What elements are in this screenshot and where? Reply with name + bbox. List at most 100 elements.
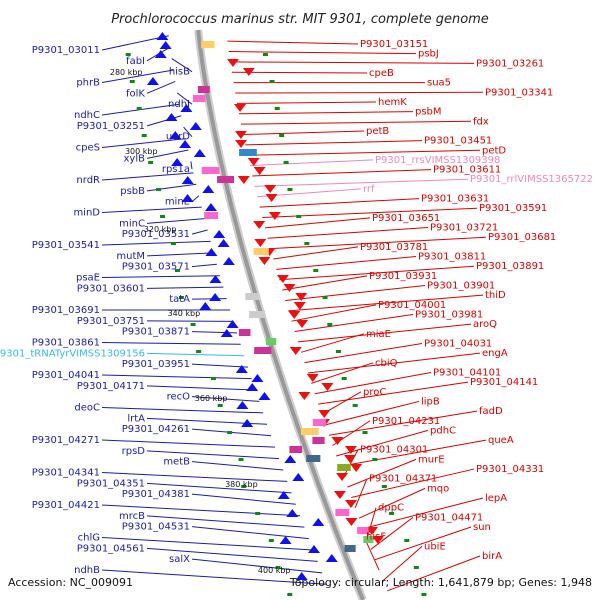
gene-label-left[interactable]: minC xyxy=(119,218,145,229)
gene-label-right[interactable]: miaE xyxy=(366,329,391,340)
gene-label-right[interactable]: petD xyxy=(482,145,506,156)
gene-label-left[interactable]: mrcB xyxy=(119,511,145,522)
gene-label-right[interactable]: lipB xyxy=(421,396,440,407)
gene-label-right[interactable]: P9301_03651 xyxy=(372,213,440,224)
gene-label-right[interactable]: cpeB xyxy=(369,68,394,79)
gene-label-right[interactable]: P9301_03721 xyxy=(430,223,498,234)
gene-label-left[interactable]: xylB xyxy=(124,153,146,164)
gene-label-left[interactable]: ndhJ xyxy=(168,99,190,110)
gene-label-right[interactable]: sua5 xyxy=(427,78,451,89)
gene-label-left[interactable]: P9301_03571 xyxy=(122,262,190,273)
gene-label-left[interactable]: P9301_tRNATyrVIMSS1309156 xyxy=(0,348,145,359)
gene-label-left[interactable]: fabI xyxy=(126,56,145,67)
gene-label-right[interactable]: P9301_04031 xyxy=(424,338,492,349)
gene-label-left[interactable]: P9301_03531 xyxy=(122,229,190,240)
gene-label-left[interactable]: psbB xyxy=(120,186,145,197)
gene-label-left[interactable]: metB xyxy=(163,457,190,468)
gene-label-right[interactable]: P9301_03631 xyxy=(421,194,489,205)
gene-label-left[interactable]: chlG xyxy=(78,533,100,544)
gene-label-right[interactable]: P9301_04101 xyxy=(433,367,501,378)
gene-label-right[interactable]: lepA xyxy=(485,493,507,504)
gene-label-right[interactable]: fdx xyxy=(473,116,489,127)
gene-label-right[interactable]: psbM xyxy=(415,107,442,118)
gene-label-left[interactable]: P9301_03011 xyxy=(32,45,100,56)
gene-label-left[interactable]: nrdR xyxy=(76,175,100,186)
gene-label-left[interactable]: P9301_03601 xyxy=(77,283,145,294)
gene-label-left[interactable]: recO xyxy=(167,392,191,403)
gene-label-left[interactable]: deoC xyxy=(74,403,100,414)
gene-label-right[interactable]: P9301_03611 xyxy=(433,165,501,176)
gene-label-left[interactable]: hisB xyxy=(169,67,190,78)
gene-label-left[interactable]: P9301_04261 xyxy=(122,424,190,435)
gene-label-right[interactable]: mqo xyxy=(427,483,449,494)
gene-label-right[interactable]: P9301_03151 xyxy=(360,39,428,50)
gene-label-right[interactable]: rrf xyxy=(363,184,375,195)
gene-label-right[interactable]: P9301_03591 xyxy=(479,203,547,214)
gene-label-right[interactable]: P9301_04001 xyxy=(378,300,446,311)
gene-label-left[interactable]: P9301_04351 xyxy=(77,478,145,489)
gene-label-right[interactable]: P9301_04301 xyxy=(360,445,428,456)
gene-label-right[interactable]: P9301_03681 xyxy=(488,232,556,243)
gene-label-right[interactable]: P9301_04141 xyxy=(470,377,538,388)
gene-label-right[interactable]: dppC xyxy=(378,503,404,514)
gene-label-left[interactable]: minE xyxy=(165,197,190,208)
gene-label-left[interactable]: salX xyxy=(169,554,190,565)
gene-label-left[interactable]: P9301_03541 xyxy=(32,240,100,251)
gene-label-right[interactable]: aroQ xyxy=(473,319,497,330)
gene-label-right[interactable]: P9301_04331 xyxy=(476,464,544,475)
gene-label-right[interactable]: P9301_04231 xyxy=(372,416,440,427)
gene-label-right[interactable]: hisF xyxy=(366,532,386,543)
gene-label-left[interactable]: tatA xyxy=(169,294,190,305)
gene-label-right[interactable]: P9301_03811 xyxy=(418,252,486,263)
gene-label-left[interactable]: lrtA xyxy=(127,413,145,424)
gene-label-right[interactable]: psbJ xyxy=(418,49,439,60)
gene-label-left[interactable]: P9301_04561 xyxy=(77,543,145,554)
gene-label-left[interactable]: folK xyxy=(126,88,145,99)
gene-label-right[interactable]: P9301_03261 xyxy=(476,58,544,69)
gene-label-left[interactable]: P9301_04271 xyxy=(32,435,100,446)
gene-label-left[interactable]: P9301_03871 xyxy=(122,327,190,338)
gene-label-right[interactable]: engA xyxy=(482,348,508,359)
gene-label-left[interactable]: minD xyxy=(73,208,100,219)
gene-label-left[interactable]: ndhB xyxy=(74,565,100,576)
gene-label-right[interactable]: birA xyxy=(482,551,502,562)
gene-label-right[interactable]: P9301_04471 xyxy=(415,512,483,523)
gene-label-left[interactable]: P9301_03691 xyxy=(32,305,100,316)
gene-label-right[interactable]: P9301_rrsVIMSS1309398 xyxy=(375,155,500,166)
gene-label-right[interactable]: P9301_03781 xyxy=(360,242,428,253)
gene-label-left[interactable]: cpeS xyxy=(76,143,100,154)
gene-label-left[interactable]: mutM xyxy=(116,251,145,262)
gene-label-right[interactable]: P9301_03891 xyxy=(476,261,544,272)
gene-label-left[interactable]: psaE xyxy=(76,273,100,284)
gene-label-right[interactable]: P9301_03931 xyxy=(369,271,437,282)
gene-label-left[interactable]: rps1a xyxy=(162,164,190,175)
gene-label-right[interactable]: fadD xyxy=(479,406,503,417)
gene-label-left[interactable]: P9301_03751 xyxy=(77,316,145,327)
gene-label-left[interactable]: P9301_03251 xyxy=(77,121,145,132)
gene-label-right[interactable]: cbiQ xyxy=(375,358,398,369)
gene-label-left[interactable]: phrB xyxy=(76,78,100,89)
gene-label-right[interactable]: petB xyxy=(366,126,389,137)
gene-label-right[interactable]: thiD xyxy=(485,290,506,301)
gene-label-left[interactable]: uvrD xyxy=(166,132,190,143)
gene-label-right[interactable]: sun xyxy=(473,522,491,533)
gene-label-left[interactable]: P9301_04041 xyxy=(32,370,100,381)
gene-label-right[interactable]: ubiE xyxy=(424,541,446,552)
gene-label-right[interactable]: P9301_03341 xyxy=(485,87,553,98)
gene-label-left[interactable]: P9301_04381 xyxy=(122,489,190,500)
gene-label-left[interactable]: P9301_04171 xyxy=(77,381,145,392)
gene-label-left[interactable]: P9301_04421 xyxy=(32,500,100,511)
gene-label-right[interactable]: murE xyxy=(418,454,445,465)
gene-label-left[interactable]: ndhC xyxy=(74,110,100,121)
gene-label-right[interactable]: queA xyxy=(488,435,514,446)
gene-label-right[interactable]: P9301_03981 xyxy=(415,309,483,320)
gene-label-left[interactable]: P9301_03861 xyxy=(32,338,100,349)
gene-label-right[interactable]: P9301_03451 xyxy=(424,136,492,147)
gene-label-right[interactable]: P9301_rrlVIMSS1365722 xyxy=(470,174,593,185)
gene-label-right[interactable]: pdhC xyxy=(430,425,456,436)
gene-label-left[interactable]: P9301_04341 xyxy=(32,468,100,479)
gene-label-left[interactable]: rpsD xyxy=(122,446,146,457)
gene-label-right[interactable]: P9301_04371 xyxy=(369,474,437,485)
gene-label-right[interactable]: P9301_03901 xyxy=(427,281,495,292)
gene-label-right[interactable]: proC xyxy=(363,387,386,398)
